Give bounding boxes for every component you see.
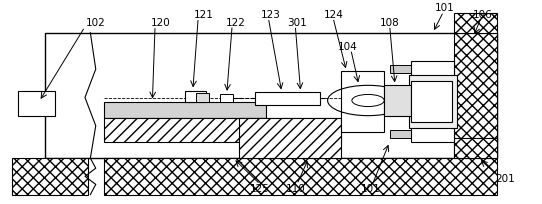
Bar bbox=[220, 95, 233, 102]
Bar bbox=[390, 66, 411, 74]
Bar bbox=[44, 34, 498, 158]
Text: 122: 122 bbox=[226, 18, 246, 28]
Bar bbox=[390, 130, 411, 138]
Text: 101: 101 bbox=[361, 184, 380, 194]
Bar bbox=[12, 158, 88, 195]
Bar bbox=[409, 76, 457, 128]
Text: 301: 301 bbox=[287, 18, 307, 28]
Bar bbox=[185, 92, 207, 102]
Bar bbox=[454, 138, 498, 158]
Bar bbox=[255, 93, 320, 105]
Bar bbox=[454, 34, 498, 158]
Bar bbox=[196, 94, 209, 102]
Bar bbox=[454, 13, 498, 34]
Text: 104: 104 bbox=[338, 42, 357, 52]
Bar bbox=[341, 72, 384, 132]
Text: 110: 110 bbox=[286, 184, 305, 194]
Bar bbox=[411, 62, 454, 142]
Text: 201: 201 bbox=[496, 173, 515, 183]
Bar bbox=[17, 92, 55, 116]
Bar bbox=[238, 118, 341, 158]
Bar bbox=[411, 82, 451, 122]
Text: 102: 102 bbox=[86, 18, 106, 28]
Text: 121: 121 bbox=[193, 10, 214, 19]
Bar bbox=[384, 86, 411, 116]
Bar bbox=[104, 102, 266, 118]
Bar bbox=[104, 158, 498, 195]
Text: 123: 123 bbox=[261, 10, 281, 19]
Text: 101: 101 bbox=[435, 3, 455, 13]
Bar bbox=[104, 118, 341, 142]
Text: 124: 124 bbox=[324, 10, 344, 19]
Text: 108: 108 bbox=[380, 18, 399, 28]
Text: 120: 120 bbox=[151, 18, 170, 28]
Text: 106: 106 bbox=[473, 10, 493, 19]
Text: 125: 125 bbox=[250, 184, 270, 194]
